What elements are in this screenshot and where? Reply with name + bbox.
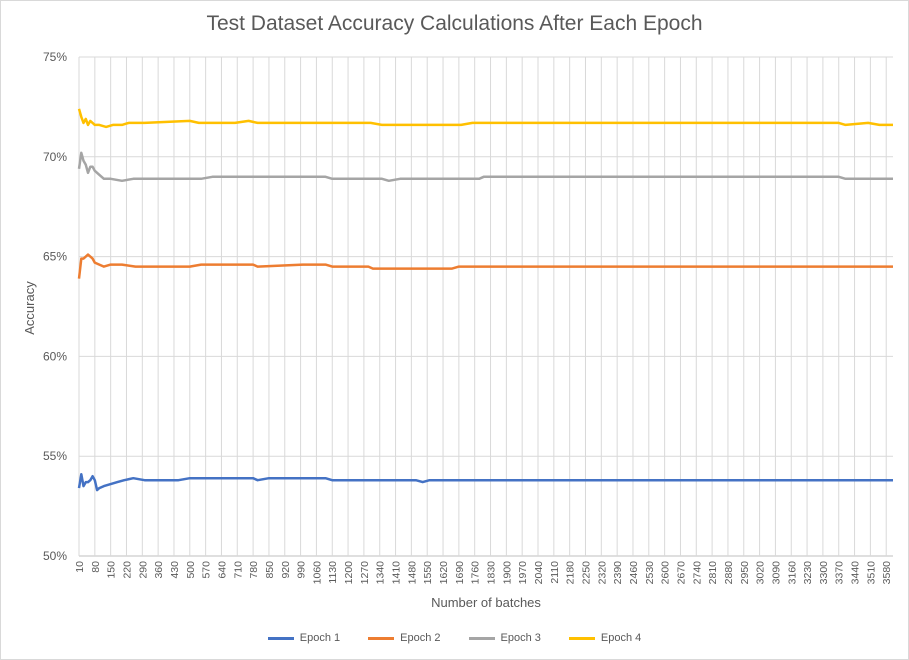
- x-tick-label: 1410: [391, 561, 403, 585]
- x-tick-label: 2740: [691, 561, 703, 585]
- x-tick-label: 2040: [533, 561, 545, 585]
- x-tick-label: 1480: [406, 561, 418, 585]
- series-lines: [77, 108, 893, 492]
- legend-item: Epoch 1: [267, 632, 341, 644]
- x-tick-label: 3230: [802, 561, 814, 585]
- x-tick-label: 2460: [628, 561, 640, 585]
- y-axis-ticks: 50% 55% 60% 65% 70% 75%: [43, 50, 67, 563]
- x-tick-label: 290: [137, 561, 149, 579]
- x-tick-label: 2950: [739, 561, 751, 585]
- x-tick-label: 80: [90, 561, 102, 573]
- legend-swatch: [267, 636, 294, 640]
- legend-label: Epoch 1: [299, 632, 341, 644]
- x-tick-label: 2530: [644, 561, 656, 585]
- legend-swatch: [368, 636, 395, 640]
- chart-title: Test Dataset Accuracy Calculations After…: [206, 12, 703, 35]
- y-tick-label: 50%: [43, 549, 67, 563]
- x-tick-label: 360: [153, 561, 165, 579]
- x-tick-label: 3300: [818, 561, 830, 585]
- y-tick-label: 70%: [43, 150, 67, 164]
- legend: Epoch 1 Epoch 2 Epoch 3 Epoch 4: [0, 632, 909, 644]
- x-tick-label: 780: [248, 561, 260, 579]
- x-tick-label: 1270: [359, 561, 371, 585]
- x-tick-label: 1830: [486, 561, 498, 585]
- x-tick-label: 3580: [881, 561, 893, 585]
- x-tick-label: 1690: [454, 561, 466, 585]
- x-tick-label: 990: [296, 561, 308, 579]
- x-tick-label: 570: [201, 561, 213, 579]
- legend-swatch: [568, 636, 595, 640]
- x-tick-label: 1970: [517, 561, 529, 585]
- x-tick-label: 2390: [612, 561, 624, 585]
- y-tick-label: 60%: [43, 349, 67, 363]
- x-tick-label: 430: [169, 561, 181, 579]
- x-tick-label: 2110: [549, 561, 561, 584]
- x-tick-label: 1760: [470, 561, 482, 585]
- x-tick-label: 1620: [438, 561, 450, 585]
- x-tick-label: 3370: [834, 561, 846, 585]
- legend-item: Epoch 3: [468, 632, 541, 644]
- x-tick-label: 1550: [422, 561, 434, 585]
- x-tick-label: 3090: [770, 561, 782, 585]
- x-tick-label: 3440: [850, 561, 862, 585]
- series-line-epoch-1: [77, 472, 893, 492]
- series-line-epoch-2: [77, 253, 893, 279]
- y-tick-label: 55%: [43, 449, 67, 463]
- legend-item: Epoch 4: [568, 632, 642, 644]
- x-tick-label: 2180: [565, 561, 577, 585]
- x-tick-label: 3160: [786, 561, 798, 585]
- legend-label: Epoch 3: [500, 632, 541, 644]
- x-tick-label: 920: [280, 561, 292, 579]
- series-line-epoch-3: [77, 151, 893, 183]
- x-tick-label: 1130: [327, 561, 339, 584]
- x-axis-ticks: 10 80 150 220 290 360 430 500 570 640 710 780 850 920…: [74, 561, 893, 585]
- y-tick-label: 75%: [43, 50, 67, 64]
- x-tick-label: 2320: [596, 561, 608, 585]
- x-tick-label: 10: [74, 561, 86, 573]
- x-tick-label: 640: [216, 561, 228, 579]
- x-tick-label: 3510: [865, 561, 877, 585]
- x-axis-label: Number of batches: [431, 595, 541, 610]
- x-tick-label: 2600: [660, 561, 672, 585]
- x-tick-label: 3020: [755, 561, 767, 585]
- series-line-epoch-4: [77, 108, 893, 129]
- legend-item: Epoch 2: [368, 632, 441, 644]
- x-tick-label: 2810: [707, 561, 719, 585]
- gridlines: [78, 56, 893, 557]
- y-tick-label: 65%: [43, 250, 67, 264]
- legend-label: Epoch 2: [400, 632, 441, 644]
- x-tick-label: 1060: [311, 561, 323, 585]
- x-tick-label: 850: [264, 561, 276, 579]
- x-tick-label: 1200: [343, 561, 355, 585]
- x-tick-label: 2880: [723, 561, 735, 585]
- x-tick-label: 710: [232, 561, 244, 579]
- x-tick-label: 1340: [375, 561, 387, 585]
- legend-label: Epoch 4: [600, 632, 642, 644]
- y-axis-label: Accuracy: [22, 281, 37, 335]
- x-tick-label: 1900: [501, 561, 513, 585]
- x-tick-label: 2670: [675, 561, 687, 585]
- x-tick-label: 2250: [580, 561, 592, 585]
- x-tick-label: 150: [106, 561, 118, 579]
- x-tick-label: 220: [121, 561, 133, 579]
- x-tick-label: 500: [185, 561, 197, 579]
- legend-swatch: [468, 636, 495, 640]
